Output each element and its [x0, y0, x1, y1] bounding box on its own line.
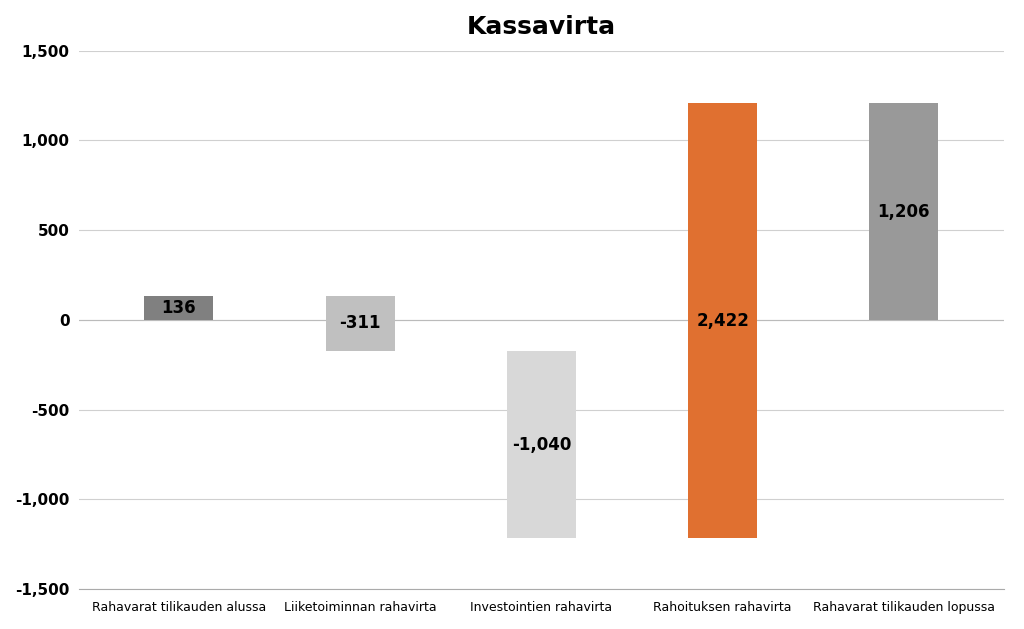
- Bar: [144, 296, 213, 320]
- Bar: [869, 103, 938, 320]
- Text: -1,040: -1,040: [512, 436, 571, 454]
- Text: 1,206: 1,206: [878, 203, 930, 221]
- Text: 2,422: 2,422: [696, 311, 749, 330]
- Text: 136: 136: [162, 299, 197, 317]
- Bar: [326, 296, 394, 352]
- Title: Kassavirta: Kassavirta: [467, 15, 615, 39]
- Text: -311: -311: [339, 314, 381, 333]
- Bar: [507, 352, 575, 538]
- Bar: [688, 103, 757, 538]
